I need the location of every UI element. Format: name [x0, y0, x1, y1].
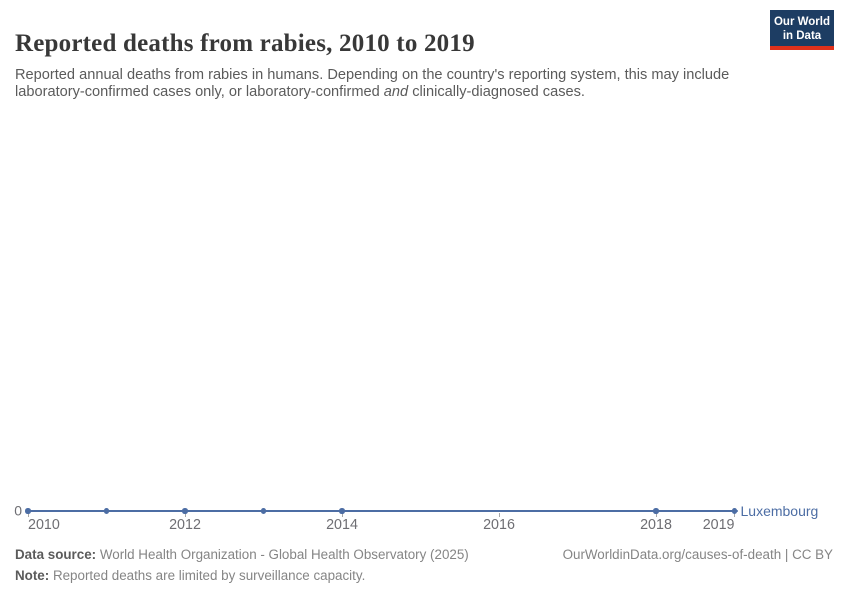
page-title: Reported deaths from rabies, 2010 to 201… [15, 29, 475, 57]
x-axis-label: 2010 [28, 517, 60, 533]
owid-logo-line1: Our World [773, 16, 830, 28]
data-line-luxembourg [28, 510, 738, 512]
subtitle-line1: Reported annual deaths from rabies in hu… [15, 66, 730, 83]
footer-data-source-value: World Health Organization - Global Healt… [96, 547, 469, 562]
x-axis-label: 2014 [326, 517, 358, 533]
x-axis-label: 2016 [483, 517, 515, 533]
data-point-2010 [25, 508, 31, 514]
subtitle-line2-pre: laboratory-confirmed cases only, or labo… [15, 84, 384, 101]
data-point-2011 [103, 508, 110, 514]
footer-note-label: Note: [15, 568, 50, 583]
data-point-2019 [731, 508, 738, 514]
x-axis-tick [655, 512, 657, 517]
x-axis-label: 2019 [702, 517, 735, 533]
x-axis-tick [498, 512, 500, 517]
data-point-2014 [339, 508, 345, 514]
x-axis-label: 2018 [640, 517, 672, 533]
x-axis-tick [27, 512, 29, 517]
data-point-2013 [260, 508, 267, 514]
footer-data-source-label: Data source: [15, 547, 97, 562]
footer-note-value: Reported deaths are limited by surveilla… [49, 568, 366, 583]
owid-logo[interactable]: Our World in Data [770, 10, 834, 50]
x-axis-tick [184, 512, 186, 517]
footer-citation-link[interactable]: OurWorldinData.org/causes-of-death | CC … [562, 547, 833, 562]
owid-logo-line2: in Data [782, 29, 822, 42]
subtitle-line2-post: clinically-diagnosed cases. [408, 84, 585, 101]
footer-data-source: Data source: World Health Organization -… [15, 547, 469, 562]
y-axis-zero-label: 0 [14, 502, 22, 519]
chart-subtitle: Reported annual deaths from rabies in hu… [15, 67, 760, 102]
x-axis-label: 2012 [169, 517, 201, 533]
x-axis-tick [734, 512, 735, 517]
entity-label-luxembourg: Luxembourg [740, 503, 819, 519]
data-point-2018 [653, 508, 659, 514]
data-point-2012 [182, 508, 188, 514]
x-axis-tick [341, 512, 343, 517]
subtitle-line2-italic: and [383, 84, 409, 101]
footer-note: Note: Reported deaths are limited by sur… [15, 568, 365, 583]
